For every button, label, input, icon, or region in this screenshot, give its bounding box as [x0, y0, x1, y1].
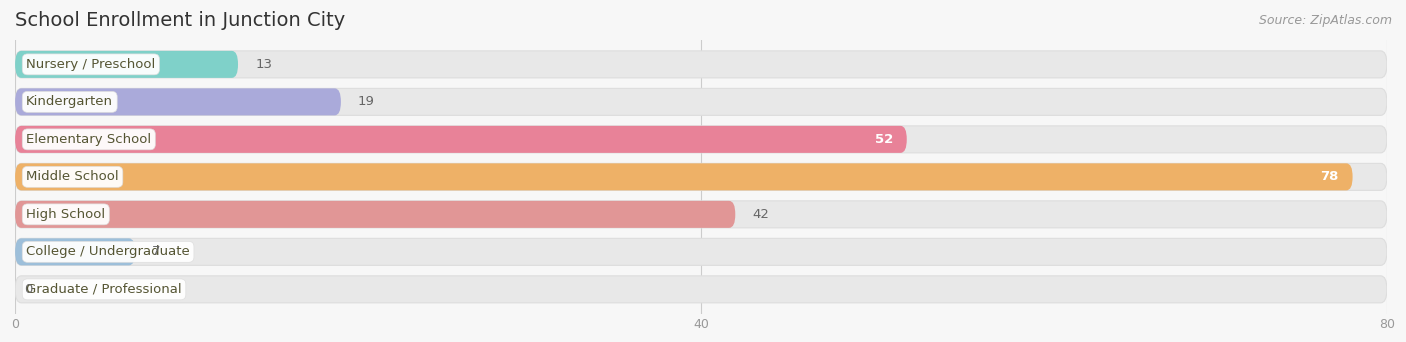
Text: Middle School: Middle School [27, 170, 120, 183]
Text: 19: 19 [359, 95, 375, 108]
FancyBboxPatch shape [15, 88, 1386, 115]
FancyBboxPatch shape [15, 276, 1386, 303]
FancyBboxPatch shape [15, 51, 1386, 78]
Text: 52: 52 [875, 133, 893, 146]
FancyBboxPatch shape [15, 126, 907, 153]
FancyBboxPatch shape [15, 201, 735, 228]
Text: 13: 13 [254, 58, 273, 71]
FancyBboxPatch shape [15, 163, 1353, 190]
Text: 42: 42 [752, 208, 769, 221]
FancyBboxPatch shape [15, 88, 340, 115]
FancyBboxPatch shape [15, 238, 135, 265]
FancyBboxPatch shape [15, 201, 1386, 228]
Text: Source: ZipAtlas.com: Source: ZipAtlas.com [1258, 14, 1392, 27]
Text: School Enrollment in Junction City: School Enrollment in Junction City [15, 11, 346, 30]
Text: Elementary School: Elementary School [27, 133, 152, 146]
FancyBboxPatch shape [15, 51, 238, 78]
Text: 0: 0 [24, 283, 32, 296]
FancyBboxPatch shape [15, 163, 1386, 190]
Text: Graduate / Professional: Graduate / Professional [27, 283, 181, 296]
Text: High School: High School [27, 208, 105, 221]
Text: 78: 78 [1320, 170, 1339, 183]
Text: 7: 7 [152, 245, 160, 258]
Text: College / Undergraduate: College / Undergraduate [27, 245, 190, 258]
FancyBboxPatch shape [15, 238, 1386, 265]
Text: Kindergarten: Kindergarten [27, 95, 114, 108]
FancyBboxPatch shape [15, 126, 1386, 153]
Text: Nursery / Preschool: Nursery / Preschool [27, 58, 156, 71]
